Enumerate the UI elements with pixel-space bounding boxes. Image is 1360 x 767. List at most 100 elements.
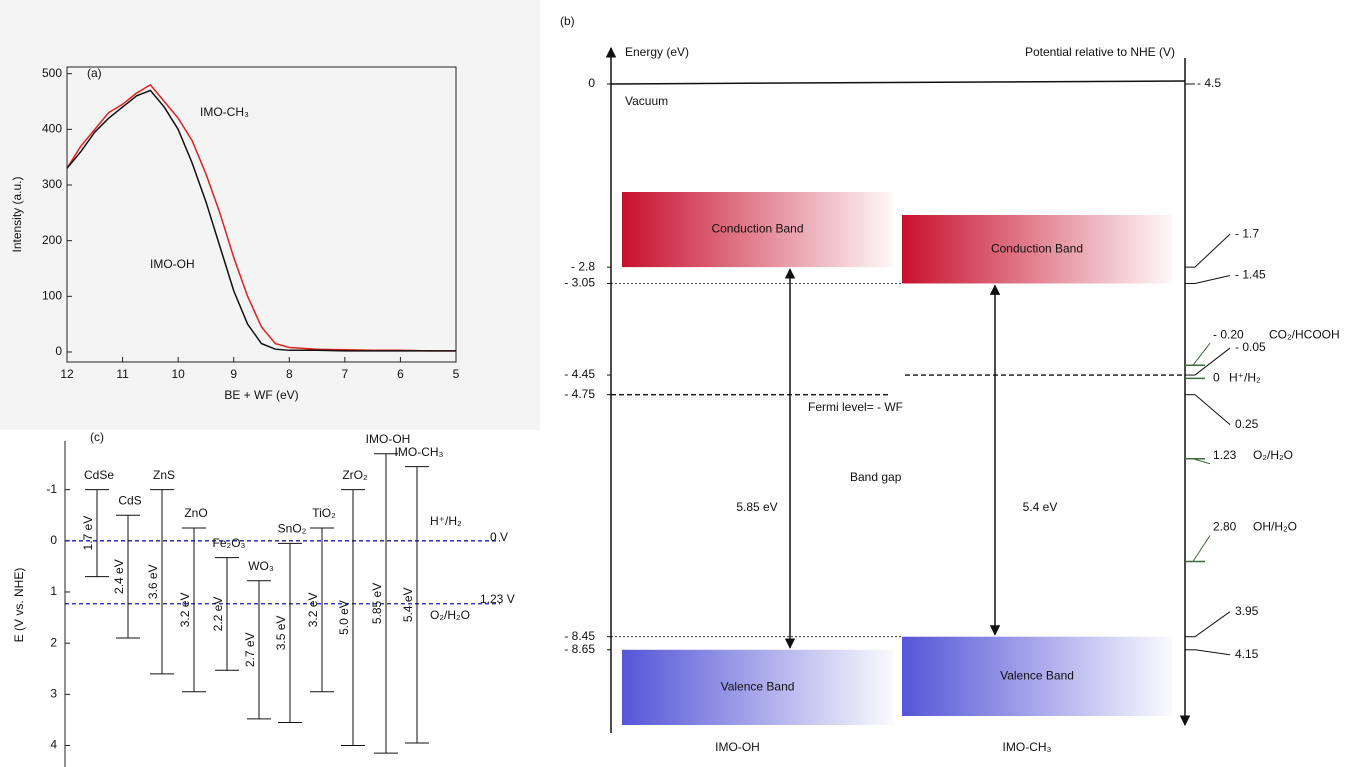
y-tick-label: -1 bbox=[46, 482, 57, 496]
x-tick-label: 12 bbox=[60, 367, 74, 381]
fermi-label: Fermi level= - WF bbox=[808, 400, 903, 414]
redox-couple: CO₂/HCOOH bbox=[1269, 327, 1340, 341]
band-gap-value: 5.85 eV bbox=[736, 500, 777, 514]
category-label: IMO-CH₃ bbox=[395, 445, 444, 459]
category-label: IMO-OH bbox=[366, 432, 411, 446]
material-label: IMO-CH₃ bbox=[1003, 740, 1052, 754]
x-tick-label: 9 bbox=[230, 367, 237, 381]
y-tick-label: - 3.05 bbox=[564, 276, 595, 290]
leader-line bbox=[1194, 233, 1231, 268]
gap-label: 2.2 eV bbox=[211, 597, 225, 632]
series-line bbox=[66, 89, 456, 352]
y-axis-label: Energy (eV) bbox=[625, 45, 689, 59]
x-tick-label: 5 bbox=[453, 367, 460, 381]
category-label: CdSe bbox=[84, 468, 114, 482]
leader-line bbox=[1192, 458, 1211, 465]
y-tick-label: 0 bbox=[55, 344, 62, 358]
category-label: WO₃ bbox=[248, 559, 274, 573]
reference-value: 0 V bbox=[490, 530, 508, 544]
category-label: ZnS bbox=[153, 468, 175, 482]
y-tick-label: 500 bbox=[42, 66, 62, 80]
conduction-band bbox=[902, 215, 1172, 284]
y-tick-label: - 8.45 bbox=[564, 629, 595, 643]
panel-label: (a) bbox=[87, 66, 102, 80]
reference-name: O₂/H₂O bbox=[430, 608, 470, 622]
valence-band-label: Valence Band bbox=[721, 680, 795, 694]
x-axis-label: BE + WF (eV) bbox=[224, 388, 298, 402]
y-tick-label: 400 bbox=[42, 122, 62, 136]
leader-line bbox=[1194, 611, 1231, 638]
gap-label: 3.6 eV bbox=[146, 564, 160, 599]
y-tick-label: 0 bbox=[588, 76, 595, 90]
valence-band-label: Valence Band bbox=[1000, 669, 1074, 683]
category-label: TiO₂ bbox=[312, 506, 336, 520]
y-tick-label: 0 bbox=[50, 533, 57, 547]
material-label: IMO-OH bbox=[715, 740, 760, 754]
gap-label: 2.4 eV bbox=[112, 559, 126, 594]
series-label: IMO-CH₃ bbox=[200, 105, 249, 119]
y-axis-label: Intensity (a.u.) bbox=[10, 176, 24, 252]
plot-frame bbox=[66, 66, 457, 363]
reference-value: 1.23 V bbox=[480, 592, 515, 606]
y2-tick-label: 0.25 bbox=[1235, 417, 1259, 431]
x-tick-label: 6 bbox=[397, 367, 404, 381]
y-axis-label: E (V vs. NHE) bbox=[12, 568, 26, 643]
y2-tick-label: - 1.7 bbox=[1235, 226, 1259, 240]
gap-label: 1.7 eV bbox=[81, 516, 95, 551]
leader-line bbox=[1194, 649, 1231, 656]
redox-couple: H⁺/H₂ bbox=[1229, 370, 1261, 384]
category-label: SnO₂ bbox=[278, 522, 307, 536]
y-tick-label: 3 bbox=[50, 687, 57, 701]
panel-label: (b) bbox=[560, 14, 575, 28]
redox-value: 1.23 bbox=[1213, 448, 1237, 462]
x-tick-label: 11 bbox=[116, 367, 129, 381]
y-tick-label: 1 bbox=[50, 584, 57, 598]
gap-label: 3.2 eV bbox=[178, 593, 192, 628]
vacuum-line bbox=[610, 80, 1186, 85]
x-tick-label: 8 bbox=[286, 367, 293, 381]
leader-line bbox=[1192, 342, 1211, 366]
gap-label: 5.0 eV bbox=[337, 600, 351, 635]
gap-label: 2.7 eV bbox=[243, 632, 257, 667]
redox-couple: OH/H₂O bbox=[1253, 520, 1297, 534]
x-tick-label: 10 bbox=[171, 367, 185, 381]
band-gap-value: 5.4 eV bbox=[1023, 500, 1058, 514]
leader-line bbox=[1194, 274, 1231, 284]
panel-label: (c) bbox=[90, 430, 104, 444]
redox-value: - 0.20 bbox=[1213, 327, 1244, 341]
gap-label: 3.2 eV bbox=[306, 593, 320, 628]
conduction-band-label: Conduction Band bbox=[991, 241, 1083, 255]
y-tick-label: 4 bbox=[50, 738, 57, 752]
y-tick-label: 200 bbox=[42, 233, 62, 247]
y-tick-label: 2 bbox=[50, 635, 57, 649]
reference-name: H⁺/H₂ bbox=[430, 514, 462, 528]
redox-value: 2.80 bbox=[1213, 520, 1237, 534]
gap-label: 3.5 eV bbox=[274, 616, 288, 651]
valence-band bbox=[902, 636, 1172, 716]
panel-a-background bbox=[0, 0, 540, 430]
category-label: ZrO₂ bbox=[342, 468, 368, 482]
y-tick-label: - 8.65 bbox=[564, 642, 595, 656]
category-label: Fe₂O₃ bbox=[213, 536, 246, 550]
series-line bbox=[66, 83, 456, 352]
y2-tick-label: - 0.05 bbox=[1235, 340, 1266, 354]
leader-line bbox=[1194, 394, 1231, 426]
y2-tick-label: - 4.5 bbox=[1197, 76, 1221, 90]
vacuum-label: Vacuum bbox=[625, 94, 668, 108]
y-tick-label: 100 bbox=[42, 288, 62, 302]
x-tick-label: 7 bbox=[342, 367, 349, 381]
y-tick-label: 300 bbox=[42, 177, 62, 191]
gap-label: 5.4 eV bbox=[401, 587, 415, 622]
redox-couple: O₂/H₂O bbox=[1253, 448, 1293, 462]
valence-band bbox=[622, 649, 893, 725]
y2-tick-label: 4.15 bbox=[1235, 647, 1259, 661]
conduction-band-label: Conduction Band bbox=[711, 222, 803, 236]
y2-tick-label: 3.95 bbox=[1235, 604, 1259, 618]
category-label: ZnO bbox=[184, 506, 207, 520]
gap-label: 5.85 eV bbox=[370, 583, 384, 624]
leader-line bbox=[1194, 347, 1231, 376]
y-tick-label: - 4.45 bbox=[564, 367, 595, 381]
y2-axis-label: Potential relative to NHE (V) bbox=[1025, 45, 1175, 59]
y-tick-label: - 2.8 bbox=[571, 259, 595, 273]
